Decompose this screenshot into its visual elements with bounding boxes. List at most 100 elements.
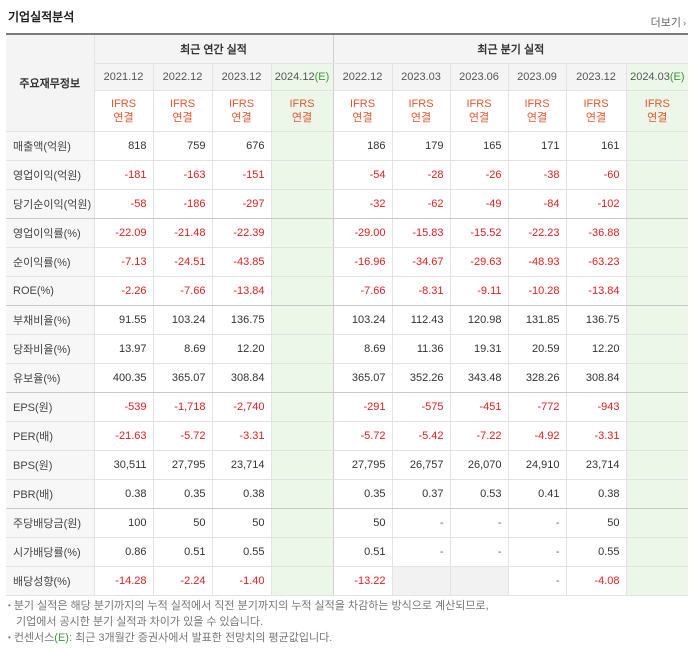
- table-row: BPS(원) 30,511 27,795 23,714 27,795 26,757 26,0…: [6, 450, 689, 480]
- value-cell: [270, 218, 334, 248]
- value-cell: 103.24: [332, 305, 393, 335]
- estimate-mark: (E): [314, 70, 330, 83]
- basis-label: 연결: [352, 111, 373, 124]
- value-cell: 0.37: [391, 479, 451, 509]
- footnotes: • 분기 실적은 해당 분기까지의 누적 실적에서 직전 분기까지의 누적 실적을…: [8, 598, 688, 646]
- ifrs-header: IFRS 연결: [449, 90, 509, 132]
- value-cell: -28: [391, 160, 451, 190]
- bullet-icon: •: [8, 633, 11, 642]
- value-cell: [270, 334, 334, 364]
- row-label: 시가배당률(%): [6, 537, 94, 567]
- value-cell: 0.53: [449, 479, 509, 509]
- ifrs-header: IFRS 연결: [625, 90, 689, 132]
- value-cell: -22.39: [211, 218, 271, 248]
- table-row: 당기순이익(억원) -58 -186 -297 -32 -62 -49 -84 -102: [6, 189, 689, 219]
- value-cell: -29.63: [449, 247, 509, 277]
- value-cell: -63.23: [565, 247, 627, 277]
- value-cell: -24.51: [152, 247, 212, 277]
- value-cell: 186: [332, 131, 393, 161]
- value-cell: 24,910: [507, 450, 567, 480]
- value-cell: 365.07: [152, 363, 212, 393]
- period-label: 2022.12: [162, 70, 203, 83]
- chevron-right-icon: ›: [683, 18, 686, 28]
- value-cell: -38: [507, 160, 567, 190]
- row-label: ROE(%): [6, 276, 94, 306]
- value-cell: -151: [211, 160, 271, 190]
- value-cell: [270, 247, 334, 277]
- value-cell: 120.98: [449, 305, 509, 335]
- value-cell: -: [391, 537, 451, 567]
- value-cell: -5.72: [152, 421, 212, 451]
- basis-label: 연결: [231, 111, 252, 124]
- ifrs-header: IFRS 연결: [565, 90, 627, 132]
- table-row: 시가배당률(%) 0.86 0.51 0.55 0.51- - -0.55: [6, 537, 689, 567]
- value-cell: -9.11: [449, 276, 509, 306]
- footnote-1-cont: 기업에서 공시한 분기 실적과 차이가 있을 수 있습니다.: [16, 616, 264, 628]
- value-cell: 676: [211, 131, 271, 161]
- value-cell: -: [507, 508, 567, 538]
- value-cell: [391, 566, 451, 596]
- value-cell: 8.69: [332, 334, 393, 364]
- row-label: PER(배): [6, 421, 94, 451]
- value-cell: 112.43: [391, 305, 451, 335]
- value-cell: 179: [391, 131, 451, 161]
- value-cell: -1,718: [152, 392, 212, 422]
- value-cell: 0.55: [565, 537, 627, 567]
- value-cell: -34.67: [391, 247, 451, 277]
- value-cell: 30,511: [93, 450, 153, 480]
- value-cell: -: [449, 537, 509, 567]
- value-cell: -5.72: [332, 421, 393, 451]
- value-cell: 0.38: [211, 479, 271, 509]
- row-label: 영업이익(억원): [6, 160, 94, 190]
- value-cell: -36.88: [565, 218, 627, 248]
- value-cell: -3.31: [211, 421, 271, 451]
- value-cell: -29.00: [332, 218, 393, 248]
- value-cell: 400.35: [93, 363, 153, 393]
- value-cell: -54: [332, 160, 393, 190]
- value-cell: [625, 537, 689, 567]
- value-cell: 165: [449, 131, 509, 161]
- value-cell: [625, 363, 689, 393]
- value-cell: 91.55: [93, 305, 153, 335]
- ifrs-header: IFRS 연결: [332, 90, 393, 132]
- table-row: 당좌비율(%) 13.97 8.69 12.20 8.69 11.36 19.31 20.59…: [6, 334, 689, 364]
- basis-label: 연결: [585, 111, 607, 124]
- value-cell: 0.38: [565, 479, 627, 509]
- value-cell: -16.96: [332, 247, 393, 277]
- value-cell: [625, 421, 689, 451]
- row-label: 배당성향(%): [6, 566, 94, 596]
- value-cell: 171: [507, 131, 567, 161]
- value-cell: 50: [332, 508, 393, 538]
- more-link[interactable]: 더보기 ›: [651, 14, 686, 30]
- value-cell: [625, 247, 689, 277]
- value-cell: [625, 276, 689, 306]
- ifrs-label: IFRS: [169, 97, 196, 110]
- value-cell: -58: [93, 189, 153, 219]
- value-cell: 26,070: [449, 450, 509, 480]
- value-cell: [270, 537, 334, 567]
- table-row: 유보율(%) 400.35 365.07 308.84 365.07 352.26 343.…: [6, 363, 689, 393]
- period-header-row: 2021.12 2022.12 2023.12 2024.12(E) 2022.12 20…: [6, 63, 689, 91]
- row-label: 영업이익률(%): [6, 218, 94, 248]
- value-cell: 759: [152, 131, 212, 161]
- value-cell: -10.28: [507, 276, 567, 306]
- value-cell: 12.20: [565, 334, 627, 364]
- value-cell: [625, 479, 689, 509]
- value-cell: [270, 160, 334, 190]
- row-label: 당좌비율(%): [6, 334, 94, 364]
- value-cell: 0.35: [332, 479, 393, 509]
- value-cell: [270, 189, 334, 219]
- value-cell: 308.84: [211, 363, 271, 393]
- value-cell: 0.51: [152, 537, 212, 567]
- value-cell: -49: [449, 189, 509, 219]
- row-label: BPS(원): [6, 450, 94, 480]
- basis-label: 연결: [410, 111, 432, 124]
- ifrs-label: IFRS: [644, 97, 670, 110]
- financial-summary-table: 주요재무정보 최근 연간 실적 최근 분기 실적 2021.12 2022.12 2…: [6, 33, 689, 596]
- period-label: 2024.12: [274, 70, 315, 83]
- period-label: 2023.12: [221, 70, 262, 83]
- value-cell: [625, 131, 689, 161]
- value-cell: -575: [391, 392, 451, 422]
- value-cell: -32: [332, 189, 393, 219]
- value-cell: 50: [152, 508, 212, 538]
